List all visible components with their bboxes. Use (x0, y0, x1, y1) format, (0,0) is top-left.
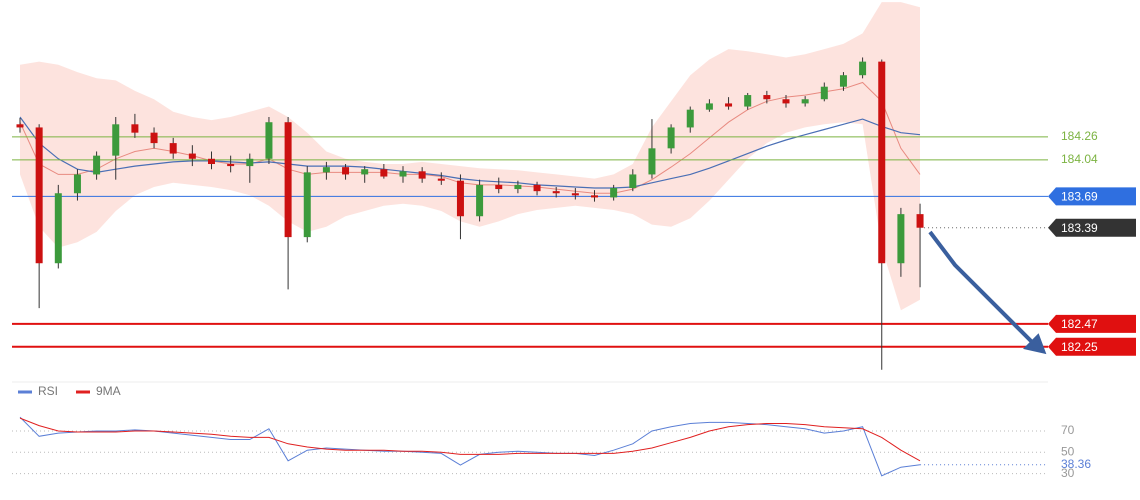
candle-body (93, 155, 101, 175)
candle-body (686, 109, 694, 128)
candle-body (188, 153, 196, 159)
candle-body (35, 127, 43, 264)
level-label: 182.47 (1061, 317, 1098, 331)
candle-body (208, 158, 215, 164)
y-tick-label: 70 (1061, 423, 1075, 437)
candle-body (73, 174, 81, 194)
candle-body (744, 95, 752, 107)
candle-body (801, 99, 809, 104)
candle-body (380, 169, 388, 177)
level-tag (1048, 187, 1136, 206)
candle-body (112, 124, 120, 156)
candle-body (916, 214, 924, 228)
candle-body (169, 143, 177, 154)
candle-body (629, 174, 637, 189)
candle-body (456, 180, 464, 217)
candle-body (265, 122, 273, 159)
candle-body (763, 95, 771, 100)
candle-body (437, 178, 445, 181)
candle-body (342, 167, 350, 175)
candle-body (246, 158, 254, 167)
candle-body (820, 86, 828, 100)
indicator-line (19, 417, 921, 462)
candle-body (705, 103, 713, 110)
candle-body (782, 99, 790, 104)
candle-body (591, 195, 598, 198)
level-tag (1048, 314, 1136, 333)
candle-body (150, 132, 158, 144)
candle-body (303, 172, 311, 238)
candle-body (878, 61, 886, 264)
legend-label: RSI (38, 384, 58, 398)
legend-label: 9MA (96, 384, 121, 398)
candle-body (361, 169, 369, 175)
candle-body (284, 122, 292, 238)
level-label: 184.04 (1061, 152, 1098, 166)
candle-body (476, 184, 484, 217)
last-price-tag (1048, 218, 1136, 237)
candle-body (648, 148, 656, 175)
candle-body (725, 103, 733, 107)
candle-body (667, 127, 675, 149)
candle-body (322, 167, 330, 173)
level-tag (1048, 337, 1136, 356)
candle-body (533, 184, 541, 192)
candle-body (227, 163, 235, 167)
bollinger-band (20, 2, 920, 311)
candle-body (54, 193, 62, 264)
indicator-line (19, 416, 921, 477)
trend-arrow (928, 230, 1037, 347)
candle-body (131, 124, 139, 133)
level-label: 182.25 (1061, 340, 1098, 354)
candle-body (495, 184, 503, 190)
candle-body (859, 61, 867, 76)
candle-body (897, 214, 905, 264)
candle-body (16, 124, 24, 128)
candle-body (514, 184, 522, 190)
candle-body (418, 171, 426, 179)
candle-body (552, 191, 560, 194)
y-tick-label: 50 (1061, 444, 1075, 458)
level-label: 183.69 (1061, 190, 1098, 204)
y-tick-label: 30 (1061, 466, 1075, 480)
candle-body (610, 188, 618, 198)
arrow-head (1023, 333, 1047, 355)
ma-slow (19, 116, 921, 189)
last-rsi-label: 38.36 (1061, 457, 1091, 471)
last-price-label: 183.39 (1061, 221, 1098, 235)
level-label: 184.26 (1061, 129, 1098, 143)
candle-body (839, 75, 847, 87)
candle-body (399, 171, 407, 177)
candle-body (571, 193, 579, 196)
